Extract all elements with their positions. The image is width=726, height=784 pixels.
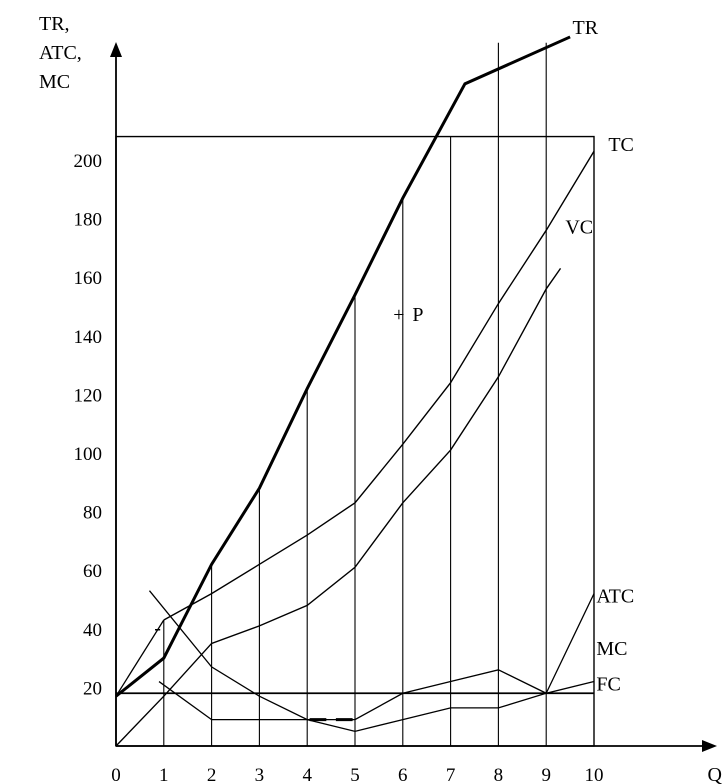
annotation-3: - bbox=[154, 618, 161, 640]
x-tick-label-8: 8 bbox=[494, 765, 504, 784]
y-tick-label-20: 20 bbox=[83, 678, 102, 699]
x-tick-label-4: 4 bbox=[302, 765, 312, 784]
y-axis-label-line-2: ATC, bbox=[39, 42, 82, 64]
x-tick-label-7: 7 bbox=[446, 765, 456, 784]
annotation-2: P bbox=[412, 304, 423, 326]
chart-layer: 20 40 60 80 100 120 140 160 180 200 0 1 2 3 4 5 6 7 8 9 10 TR… bbox=[39, 13, 723, 784]
annotation-9: FC bbox=[596, 673, 620, 695]
initial-cost-line bbox=[115, 619, 165, 697]
x-tick-label-6: 6 bbox=[398, 765, 408, 784]
atc-line bbox=[148, 590, 595, 733]
y-tick-label-200: 200 bbox=[74, 151, 103, 172]
annotation-8: MC bbox=[596, 638, 627, 660]
x-tick-label-3: 3 bbox=[255, 765, 265, 784]
x-tick-label-5: 5 bbox=[350, 765, 360, 784]
y-tick-label-40: 40 bbox=[83, 620, 102, 641]
vc-line bbox=[115, 268, 562, 747]
annotation-6: VC bbox=[565, 216, 593, 238]
x-tick-label-1: 1 bbox=[159, 765, 169, 784]
x-tick-label-10: 10 bbox=[585, 765, 604, 784]
annotation-4: TR bbox=[572, 17, 598, 39]
y-tick-label-180: 180 bbox=[74, 210, 103, 231]
tc-line bbox=[163, 150, 595, 621]
tr-line bbox=[115, 35, 571, 698]
y-tick-label-80: 80 bbox=[83, 503, 102, 524]
x-tick-label-2: 2 bbox=[207, 765, 217, 784]
x-tick-label-9: 9 bbox=[541, 765, 551, 784]
y-tick-label-100: 100 bbox=[74, 444, 103, 465]
y-tick-label-60: 60 bbox=[83, 561, 102, 582]
y-tick-label-160: 160 bbox=[74, 268, 103, 289]
annotation-5: TC bbox=[608, 134, 634, 156]
mc-line bbox=[158, 669, 595, 721]
y-tick-label-140: 140 bbox=[74, 327, 103, 348]
y-axis-label-line-3: MC bbox=[39, 71, 70, 93]
y-tick-label-120: 120 bbox=[74, 385, 103, 406]
y-axis-label-line-1: TR, bbox=[39, 13, 70, 35]
x-axis-arrow bbox=[702, 740, 717, 752]
annotation-7: ATC bbox=[596, 585, 634, 607]
x-tick-label-0: 0 bbox=[111, 765, 121, 784]
x-axis-label: Q bbox=[708, 764, 723, 784]
y-axis-arrow bbox=[110, 42, 122, 57]
annotation-1: + bbox=[393, 304, 404, 326]
